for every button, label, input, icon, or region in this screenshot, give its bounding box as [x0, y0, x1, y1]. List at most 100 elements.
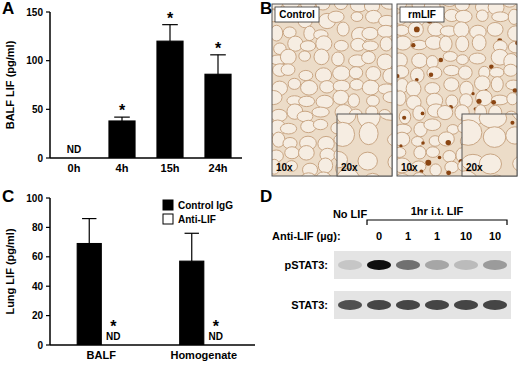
- y-tick-label: 80: [32, 222, 44, 233]
- alveolus: [458, 66, 472, 79]
- alveolus: [506, 127, 517, 144]
- alveolus: [506, 80, 517, 90]
- alveolus: [312, 107, 329, 117]
- alveolus: [366, 67, 381, 81]
- y-tick-label: 0: [37, 153, 43, 164]
- band: [483, 300, 507, 310]
- band: [454, 260, 478, 270]
- stain: [402, 116, 406, 120]
- alveolus: [476, 10, 488, 21]
- panel-1: CLung LIF (pg/ml)020406080100BALFHomogen…: [2, 187, 255, 361]
- y-tick-label: 50: [32, 104, 44, 115]
- alveolus: [397, 36, 411, 50]
- alveolus: [512, 114, 517, 122]
- alveolus: [397, 66, 409, 79]
- alveolus: [358, 152, 377, 170]
- tissue-bg: [397, 4, 517, 176]
- panel-label: A: [2, 0, 14, 18]
- alveolus: [492, 12, 509, 22]
- treatment-label: Anti-LIF (µg):: [272, 230, 341, 242]
- bar: [205, 74, 231, 158]
- legend: Control IgGAnti-LIF: [163, 200, 233, 225]
- alveolus: [406, 81, 421, 97]
- bar: [101, 344, 125, 345]
- image-frame: [397, 4, 517, 176]
- alveolus: [359, 122, 378, 144]
- band: [396, 260, 420, 270]
- y-tick-label: 100: [26, 55, 43, 66]
- band: [483, 260, 507, 270]
- alveolus: [387, 132, 392, 148]
- stain: [414, 27, 420, 33]
- alveolus: [443, 150, 456, 162]
- alveolus: [350, 79, 364, 90]
- lane-label: 1: [434, 230, 440, 242]
- alveolus: [455, 10, 472, 22]
- y-tick-label: 100: [26, 193, 43, 204]
- alveolus: [437, 105, 452, 119]
- stain: [510, 121, 514, 125]
- tissue-bg: [272, 4, 392, 176]
- alveolus: [377, 54, 392, 70]
- alveolus: [315, 68, 331, 82]
- alveolus: [479, 114, 506, 128]
- alveolus: [332, 52, 344, 66]
- significance: *: [213, 318, 220, 335]
- band: [454, 300, 478, 310]
- magnification: 20x: [341, 162, 358, 173]
- row-label: pSTAT3:: [284, 259, 328, 271]
- alveolus: [320, 81, 335, 93]
- panel-label: D: [260, 187, 272, 206]
- legend-swatch: [163, 200, 173, 210]
- alveolus: [454, 22, 469, 38]
- alveolus: [281, 64, 295, 76]
- x-tick-label: 24h: [209, 162, 228, 174]
- panel-blot: DAnti-LIF (µg):No LIF01110101hr i.t. LIF…: [260, 187, 511, 319]
- image-frame: [462, 114, 517, 176]
- label-box: [275, 7, 319, 22]
- bar: [109, 121, 135, 158]
- alveolus: [412, 136, 424, 146]
- y-tick-label: 0: [37, 340, 43, 351]
- stain: [513, 88, 517, 93]
- x-tick-label: 0h: [68, 162, 81, 174]
- band: [396, 300, 420, 310]
- stain: [477, 99, 482, 104]
- alveolus: [424, 119, 441, 131]
- stain: [411, 43, 415, 47]
- alveolus: [388, 153, 392, 171]
- row-label: STAT3:: [291, 299, 328, 311]
- figure: ABALF LIF (pg/ml)0501001500h4h15h24hND**…: [0, 0, 520, 367]
- alveolus: [362, 27, 378, 39]
- y-axis-label: BALF LIF (pg/ml): [4, 40, 16, 129]
- y-tick: [46, 227, 50, 228]
- lane-label: 1: [405, 230, 411, 242]
- alveolus: [504, 64, 517, 76]
- marks: [77, 219, 204, 345]
- alveolus: [362, 80, 379, 95]
- error-bar: [82, 219, 96, 244]
- image-frame: [337, 114, 392, 176]
- legend-label: Control IgG: [178, 200, 233, 211]
- alveolus: [408, 22, 423, 37]
- y-tick: [46, 60, 50, 61]
- error-stem: [169, 25, 170, 42]
- error-bar: [185, 233, 199, 261]
- tissue: [397, 4, 517, 176]
- alveolus: [443, 52, 457, 62]
- band: [425, 300, 449, 310]
- alveolus: [334, 4, 347, 10]
- y-tick-label: 60: [32, 251, 44, 262]
- stain: [439, 58, 444, 63]
- alveolus: [383, 68, 392, 83]
- alveolus: [513, 155, 517, 173]
- alveolus: [316, 95, 333, 108]
- alveolus: [507, 93, 517, 105]
- alveolus: [411, 40, 427, 50]
- alveolus: [491, 95, 508, 105]
- image-frame: [272, 4, 392, 176]
- y-axis: [49, 198, 51, 345]
- lane-label: 10: [489, 230, 501, 242]
- alveolus: [348, 94, 359, 108]
- stain: [471, 92, 474, 95]
